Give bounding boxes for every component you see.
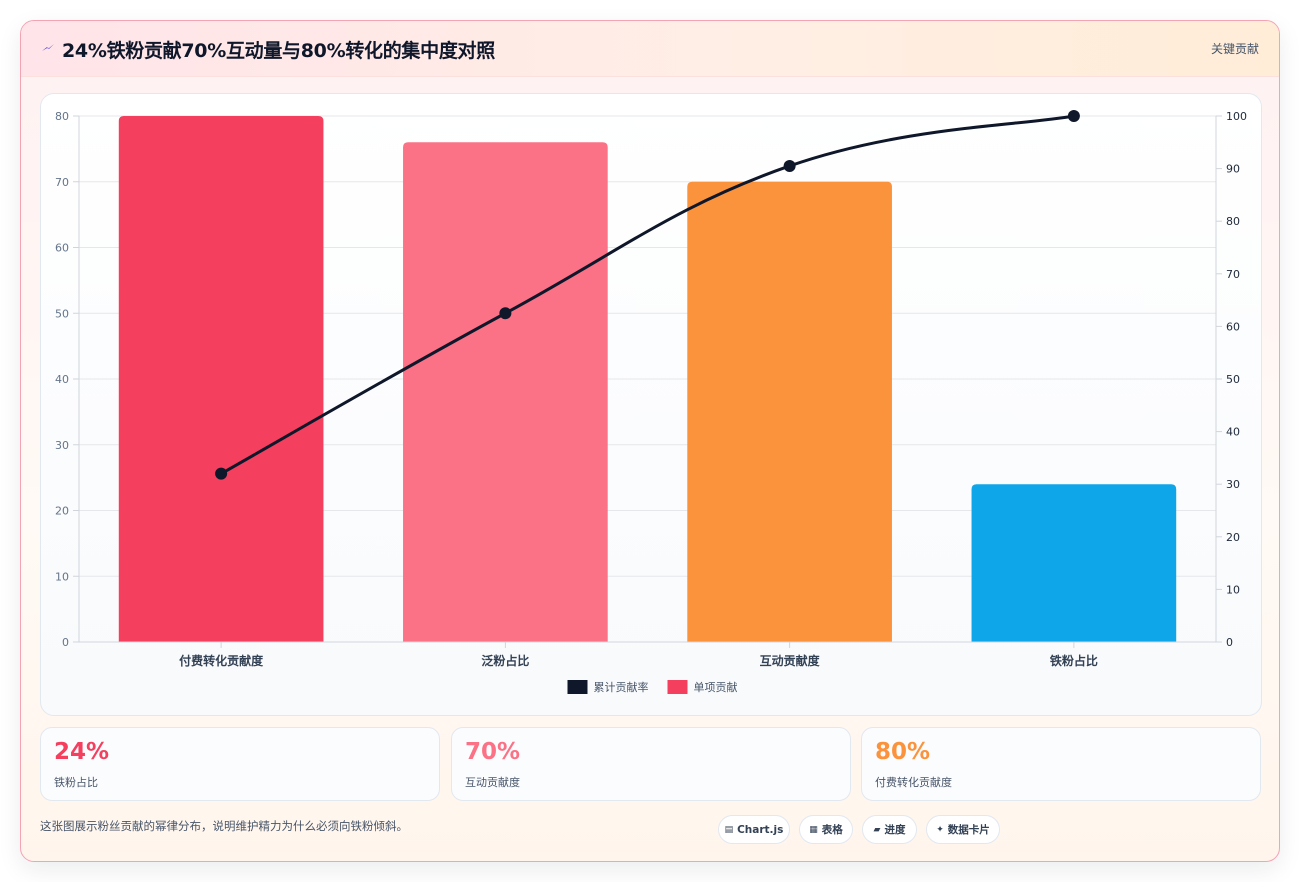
y-right-tick-label: 20 <box>1226 531 1240 544</box>
bar <box>687 181 892 642</box>
chip-label: 数据卡片 <box>947 824 990 836</box>
y-right-tick-label: 90 <box>1226 163 1240 176</box>
chart-footnote: 这张图展示粉丝贡献的幂律分布，说明维护精力为什么必须向铁粉倾斜。 <box>40 819 408 833</box>
y-left-tick-label: 50 <box>55 307 69 320</box>
y-right-tick-label: 100 <box>1226 110 1247 123</box>
y-right-tick-label: 0 <box>1226 636 1233 649</box>
chip-data-card[interactable]: ✦ 数据卡片 <box>926 815 1000 844</box>
axes <box>73 115 1222 648</box>
y-left-tick-label: 10 <box>55 570 69 583</box>
stat-card-conversion: 80% 付费转化贡献度 <box>861 727 1261 801</box>
chart-legend: 累计贡献率 单项贡献 <box>567 680 738 694</box>
x-tick-label: 铁粉占比 <box>1050 653 1098 668</box>
progress-icon: ▰ <box>873 824 881 835</box>
stat-card-fan-share: 24% 铁粉占比 <box>40 727 440 801</box>
stat-label: 付费转化贡献度 <box>875 776 952 789</box>
bars <box>118 116 1177 643</box>
y-right-tick-label: 50 <box>1226 373 1240 386</box>
y-left-tick-label: 30 <box>55 439 69 452</box>
bar <box>118 116 324 642</box>
legend-swatch <box>667 680 688 694</box>
y-right-tick-label: 30 <box>1226 478 1240 491</box>
chip-chartjs[interactable]: ▤ Chart.js <box>718 815 790 844</box>
x-tick-label: 付费转化贡献度 <box>179 653 264 668</box>
chip-progress[interactable]: ▰ 进度 <box>862 815 917 844</box>
line-point <box>1067 110 1080 122</box>
pareto-chart: 0 10 20 30 40 50 60 70 80 0 10 20 30 40 50 60 70 80 90 100 付… <box>55 110 1247 694</box>
y-left-tick-label: 20 <box>55 505 69 518</box>
stat-value: 70% <box>465 739 521 765</box>
cumulative-line-path <box>219 114 1076 476</box>
y-right-tick-label: 60 <box>1226 320 1240 333</box>
chip-label: 进度 <box>884 824 906 836</box>
stat-value: 80% <box>875 739 931 765</box>
chart-icon: ▤ <box>724 824 734 835</box>
stat-label: 铁粉占比 <box>54 776 98 789</box>
legend-label: 单项贡献 <box>694 680 738 694</box>
y-right-tick-label: 70 <box>1226 268 1240 281</box>
chip-label: 表格 <box>821 824 843 836</box>
header-tag: 关键贡献 <box>1210 42 1259 56</box>
tick-labels: 0 10 20 30 40 50 60 70 80 0 10 20 30 40 50 60 70 80 90 100 付… <box>55 110 1247 668</box>
y-left-tick-label: 70 <box>55 176 69 189</box>
bar <box>403 142 608 643</box>
card-icon: ✦ <box>936 824 944 835</box>
line-point <box>215 467 228 480</box>
legend-swatch <box>567 680 588 694</box>
y-left-tick-label: 0 <box>62 636 69 649</box>
chip-table[interactable]: ▦ 表格 <box>799 815 853 844</box>
x-tick-label: 泛粉占比 <box>481 653 529 668</box>
chip-label: Chart.js <box>737 823 784 836</box>
y-left-tick-label: 80 <box>55 110 69 123</box>
y-left-tick-label: 40 <box>55 373 69 386</box>
table-icon: ▦ <box>809 824 818 835</box>
y-right-tick-label: 10 <box>1226 583 1240 596</box>
stat-value: 24% <box>54 739 110 765</box>
y-right-tick-label: 40 <box>1226 426 1240 439</box>
y-left-tick-label: 60 <box>55 242 69 255</box>
x-tick-label: 互动贡献度 <box>760 653 821 668</box>
card-header: 24%铁粉贡献70%互动量与80%转化的集中度对照 关键贡献 <box>21 21 1279 77</box>
bar <box>971 484 1177 642</box>
legend-label: 累计贡献率 <box>594 680 649 694</box>
line-point <box>783 159 796 172</box>
cumulative-line <box>215 110 1080 480</box>
chart-panel: 0 10 20 30 40 50 60 70 80 0 10 20 30 40 50 60 70 80 90 100 付… <box>40 93 1262 716</box>
stat-label: 互动贡献度 <box>465 776 520 789</box>
line-point <box>499 307 512 320</box>
stat-card-interaction: 70% 互动贡献度 <box>451 727 851 801</box>
y-right-tick-label: 80 <box>1226 215 1240 228</box>
page-title: 24%铁粉贡献70%互动量与80%转化的集中度对照 <box>62 40 495 62</box>
report-card: 24%铁粉贡献70%互动量与80%转化的集中度对照 关键贡献 0 10 20 30 40… <box>20 20 1280 862</box>
bolt-icon <box>42 44 54 51</box>
